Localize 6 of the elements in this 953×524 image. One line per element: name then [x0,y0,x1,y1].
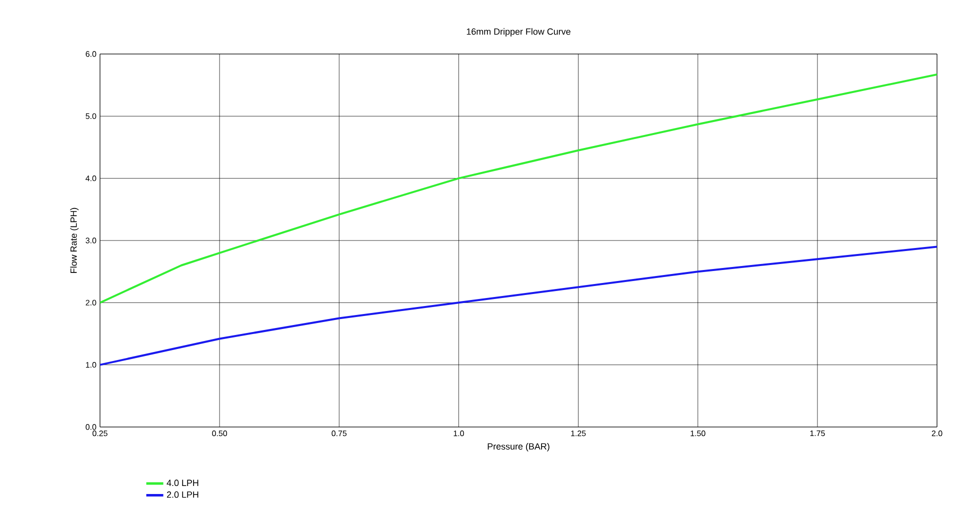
legend-label: 2.0 LPH [166,491,198,498]
line-series [100,74,938,304]
x-axis-title: Pressure (BAR) [488,443,550,452]
legend-label: 4.0 LPH [166,480,198,486]
y-axis-title: Flow Rate (LPH) [70,208,79,273]
chart-title: 16mm Dripper Flow Curve [466,28,570,36]
